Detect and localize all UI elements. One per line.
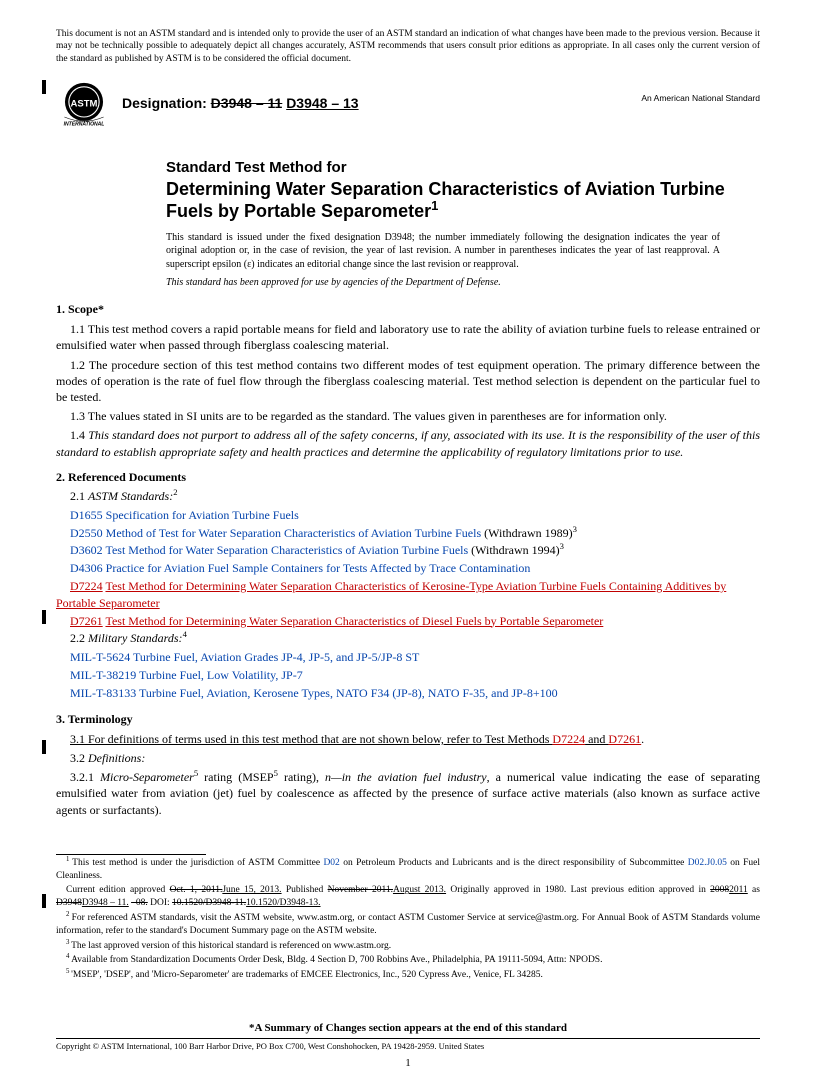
scope-1-1: 1.1 This test method covers a rapid port… (56, 321, 760, 353)
copyright-line: Copyright © ASTM International, 100 Barr… (56, 1038, 760, 1051)
issuance-note: This standard is issued under the fixed … (166, 231, 720, 272)
header-row: ASTM INTERNATIONAL Designation: D3948 – … (56, 75, 760, 131)
ref-d7261: D7261 Test Method for Determining Water … (56, 613, 760, 630)
link-d7261-inline[interactable]: D7261 (608, 732, 641, 746)
ref-d4306: D4306 Practice for Aviation Fuel Sample … (56, 560, 760, 577)
link-d3602[interactable]: D3602 (70, 543, 103, 557)
footnote-2: 2 For referenced ASTM standards, visit t… (56, 912, 760, 938)
footnote-4: 4 Available from Standardization Documen… (56, 954, 760, 967)
ref-d1655: D1655 Specification for Aviation Turbine… (56, 507, 760, 524)
designation-old: D3948 – 11 (211, 95, 283, 111)
designation: Designation: D3948 – 11 D3948 – 13 (122, 95, 359, 111)
term-3-1: 3.1 For definitions of terms used in thi… (56, 731, 760, 747)
dod-approval-note: This standard has been approved for use … (166, 277, 760, 288)
astm-standards-label: 2.1 ASTM Standards:2 (56, 489, 760, 504)
title-main: Determining Water Separation Characteris… (166, 178, 760, 223)
ref-d7224: D7224 Test Method for Determining Water … (56, 578, 760, 612)
link-d7224-inline[interactable]: D7224 (552, 732, 585, 746)
link-d2550[interactable]: D2550 (70, 526, 103, 540)
page-number: 1 (56, 1057, 760, 1069)
scope-1-3: 1.3 The values stated in SI units are to… (56, 408, 760, 424)
ref-d3602: D3602 Test Method for Water Separation C… (56, 542, 760, 559)
designation-label: Designation: (122, 95, 207, 111)
svg-text:INTERNATIONAL: INTERNATIONAL (64, 121, 105, 127)
scope-heading: 1. Scope* (56, 302, 760, 317)
ref-mil-38219: MIL-T-38219 Turbine Fuel, Low Volatility… (56, 667, 760, 684)
disclaimer-text: This document is not an ASTM standard an… (56, 28, 760, 65)
scope-1-2: 1.2 The procedure section of this test m… (56, 357, 760, 406)
footnote-5: 5 'MSEP', 'DSEP', and 'Micro-Separometer… (56, 969, 760, 982)
scope-1-4: 1.4 This standard does not purport to ad… (56, 427, 760, 459)
summary-of-changes-note: *A Summary of Changes section appears at… (56, 1022, 760, 1034)
footnote-rule (56, 854, 206, 855)
title-block: Standard Test Method for Determining Wat… (166, 159, 760, 223)
national-standard-label: An American National Standard (641, 93, 760, 103)
footnote-1: 1 This test method is under the jurisdic… (56, 857, 760, 883)
link-d4306[interactable]: D4306 (70, 561, 103, 575)
link-d1655[interactable]: D1655 (70, 508, 103, 522)
ref-d2550: D2550 Method of Test for Water Separatio… (56, 525, 760, 542)
astm-logo: ASTM INTERNATIONAL (56, 75, 112, 131)
ref-mil-83133: MIL-T-83133 Turbine Fuel, Aviation, Kero… (56, 685, 760, 702)
term-3-2: 3.2 Definitions: (56, 750, 760, 766)
footnote-3: 3 The last approved version of this hist… (56, 940, 760, 953)
referenced-docs-heading: 2. Referenced Documents (56, 470, 760, 485)
term-3-2-1: 3.2.1 Micro-Separometer5 rating (MSEP5 r… (56, 769, 760, 818)
title-upper: Standard Test Method for (166, 159, 760, 178)
svg-text:ASTM: ASTM (71, 98, 98, 109)
terminology-heading: 3. Terminology (56, 712, 760, 727)
ref-mil-5624: MIL-T-5624 Turbine Fuel, Aviation Grades… (56, 649, 760, 666)
link-d7224[interactable]: D7224 (70, 579, 103, 593)
designation-new: D3948 – 13 (286, 95, 358, 111)
military-standards-label: 2.2 Military Standards:4 (56, 631, 760, 646)
footnote-1-edition: Current edition approved Oct. 1, 2011.Ju… (56, 884, 760, 910)
link-d7261[interactable]: D7261 (70, 614, 103, 628)
